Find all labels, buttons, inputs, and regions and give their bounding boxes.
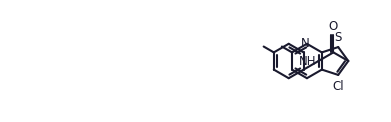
Text: O: O [329, 20, 338, 33]
Text: NH: NH [299, 55, 316, 67]
Text: N: N [301, 37, 310, 50]
Text: Cl: Cl [332, 80, 344, 93]
Text: S: S [335, 31, 342, 44]
